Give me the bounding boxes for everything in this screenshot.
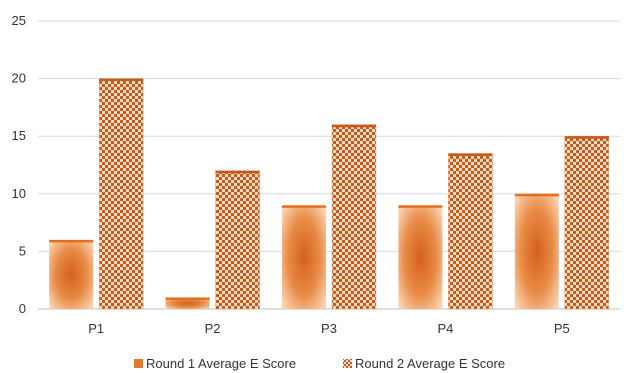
y-tick-label: 10	[12, 186, 26, 201]
y-tick-label: 25	[12, 13, 26, 28]
y-tick-label: 0	[19, 301, 26, 316]
bar-top-edge	[448, 153, 493, 156]
bar-p3-round-2	[331, 124, 377, 310]
bar-p5-round-2	[564, 135, 610, 310]
legend-swatch-round-1	[134, 359, 143, 368]
bar-p2-round-2	[215, 170, 260, 310]
bar-p1-round-1	[49, 239, 94, 309]
bar-p2-round-1	[165, 297, 210, 309]
bars	[49, 78, 610, 310]
bar-top-edge	[398, 205, 443, 208]
bar-p3-round-1	[282, 205, 326, 309]
x-axis: P1 P2 P3 P4 P5	[88, 321, 570, 336]
legend-swatch-round-2	[343, 359, 352, 368]
bar-top-edge	[99, 78, 144, 82]
x-tick-label: P1	[88, 321, 104, 336]
legend: Round 1 Average E Score Round 2 Average E…	[134, 356, 505, 371]
x-tick-label: P5	[554, 321, 570, 336]
bar-p5-round-1	[514, 193, 559, 309]
legend-label-round-1: Round 1 Average E Score	[146, 356, 296, 371]
x-tick-label: P4	[437, 321, 453, 336]
y-tick-label: 15	[12, 128, 26, 143]
bar-p4-round-2	[448, 153, 493, 310]
x-tick-label: P3	[321, 321, 337, 336]
y-tick-label: 20	[12, 71, 26, 86]
y-axis: 0 5 10 15 20 25	[12, 13, 26, 316]
bar-top-edge	[282, 205, 326, 208]
x-tick-label: P2	[205, 321, 221, 336]
bar-top-edge	[564, 136, 609, 139]
bar-top-edge	[49, 239, 94, 243]
bar-top-edge	[215, 170, 260, 174]
bar-p1-round-2	[98, 78, 144, 310]
legend-label-round-2: Round 2 Average E Score	[355, 356, 505, 371]
bar-p4-round-1	[398, 205, 443, 309]
bar-top-edge	[332, 124, 376, 128]
bar-top-edge	[165, 297, 210, 300]
y-tick-label: 5	[19, 243, 26, 258]
bar-top-edge	[514, 193, 559, 197]
